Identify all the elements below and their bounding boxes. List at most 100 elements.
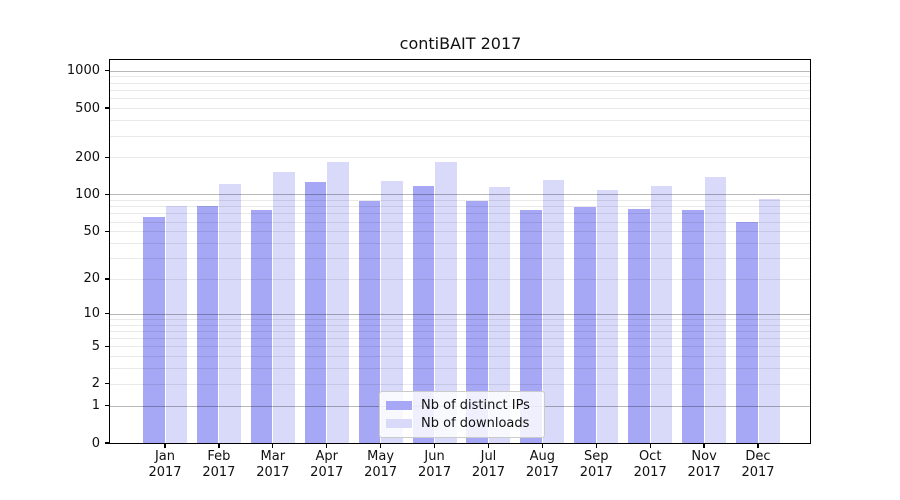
bar-downloads-sep	[596, 190, 619, 443]
x-tick-label-jul: Jul 2017	[471, 449, 505, 480]
x-tick-label-nov: Nov 2017	[687, 449, 721, 480]
x-tick-mark-nov	[703, 443, 705, 448]
bar-distinct-ips-jun	[412, 185, 435, 443]
x-tick-label-apr: Apr 2017	[310, 449, 344, 480]
gridline-20	[110, 278, 810, 280]
x-tick-label-jan: Jan 2017	[148, 449, 182, 480]
x-tick-label-feb: Feb 2017	[202, 449, 236, 480]
y-tick-mark-2	[105, 383, 110, 385]
y-tick-mark-50	[105, 230, 110, 232]
y-tick-mark-10	[105, 313, 110, 315]
legend-label-distinct-ips: Nb of distinct IPs	[421, 398, 530, 414]
x-tick-mark-aug	[541, 443, 544, 448]
bar-distinct-ips-sep	[574, 206, 596, 443]
x-tick-label-dec: Dec 2017	[741, 449, 775, 480]
bar-downloads-aug	[542, 179, 565, 443]
bar-downloads-dec	[758, 199, 780, 443]
gridline-700	[110, 90, 810, 92]
y-tick-label-50: 50	[83, 223, 100, 239]
y-tick-label-10: 10	[83, 306, 100, 322]
gridline-300	[110, 135, 810, 137]
x-tick-label-aug: Aug 2017	[525, 449, 559, 480]
gridline-100	[110, 194, 810, 196]
gridline-80	[110, 206, 810, 208]
bar-downloads-may	[381, 181, 403, 443]
bar-distinct-ips-may	[358, 201, 381, 443]
legend-row-downloads: Nb of downloads	[386, 415, 536, 433]
x-tick-label-may: May 2017	[364, 449, 398, 480]
y-tick-mark-1000	[105, 70, 110, 72]
y-tick-label-200: 200	[75, 149, 100, 165]
x-tick-mark-sep	[595, 443, 597, 448]
gridline-50	[110, 231, 810, 233]
x-tick-mark-jun	[433, 443, 436, 448]
gridline-4	[110, 356, 810, 358]
x-tick-label-sep: Sep 2017	[579, 449, 613, 480]
bar-distinct-ips-jul	[466, 201, 488, 443]
bar-downloads-jul	[488, 186, 511, 443]
y-tick-label-20: 20	[83, 271, 100, 287]
bar-downloads-jan	[165, 206, 187, 443]
gridline-200	[110, 157, 810, 159]
gridline-10	[110, 313, 810, 315]
y-tick-label-100: 100	[75, 186, 100, 202]
gridline-800	[110, 82, 810, 84]
chart-title: contiBAIT 2017	[399, 34, 522, 53]
plot-area	[109, 59, 811, 444]
x-tick-mark-apr	[326, 443, 328, 448]
bar-downloads-mar	[273, 172, 295, 443]
x-tick-mark-feb	[218, 443, 220, 448]
x-tick-label-mar: Mar 2017	[256, 449, 290, 480]
bar-distinct-ips-dec	[736, 221, 758, 443]
x-tick-label-jun: Jun 2017	[418, 449, 452, 480]
gridline-30	[110, 258, 810, 259]
y-tick-mark-100	[105, 193, 110, 196]
legend-label-downloads: Nb of downloads	[421, 415, 530, 431]
gridline-60	[110, 221, 810, 223]
bar-distinct-ips-nov	[682, 209, 704, 443]
y-tick-mark-5	[105, 345, 110, 348]
y-tick-mark-20	[105, 278, 110, 280]
gridline-8	[110, 324, 810, 326]
legend-swatch-distinct-ips	[386, 401, 412, 411]
y-tick-label-0: 0	[91, 435, 100, 451]
gridline-400	[110, 120, 810, 122]
gridline-6	[110, 338, 810, 340]
grid-layer	[110, 60, 810, 443]
gridline-1000	[110, 70, 810, 72]
y-tick-mark-200	[105, 156, 110, 158]
gridline-40	[110, 242, 810, 244]
gridline-90	[110, 200, 810, 201]
bar-distinct-ips-jan	[143, 216, 165, 443]
x-tick-mark-jan	[164, 443, 166, 448]
gridline-2	[110, 383, 810, 385]
bar-distinct-ips-apr	[304, 181, 327, 443]
y-tick-mark-500	[105, 107, 110, 109]
gridline-70	[110, 213, 810, 215]
y-tick-label-5: 5	[91, 338, 100, 354]
y-tick-label-500: 500	[75, 100, 100, 116]
bar-downloads-feb	[219, 183, 241, 443]
x-tick-mark-jul	[487, 443, 490, 448]
gridline-5	[110, 346, 810, 348]
gridline-9	[110, 318, 810, 320]
bar-distinct-ips-feb	[196, 205, 219, 443]
legend-row-distinct-ips: Nb of distinct IPs	[386, 397, 536, 415]
y-tick-label-2: 2	[91, 376, 100, 392]
bar-downloads-nov	[704, 176, 727, 443]
gridline-600	[110, 98, 810, 100]
x-tick-mark-oct	[649, 443, 651, 448]
legend: Nb of distinct IPs Nb of downloads	[379, 391, 545, 438]
bar-downloads-apr	[327, 161, 349, 443]
y-tick-mark-1	[105, 405, 110, 407]
gridline-7	[110, 330, 810, 332]
bar-distinct-ips-aug	[520, 210, 542, 443]
bar-distinct-ips-mar	[250, 209, 273, 443]
x-tick-mark-may	[379, 443, 382, 448]
bar-downloads-oct	[650, 186, 673, 443]
bar-downloads-jun	[435, 162, 457, 443]
gridline-3	[110, 368, 810, 370]
bars-layer	[110, 60, 810, 443]
gridline-500	[110, 108, 810, 110]
